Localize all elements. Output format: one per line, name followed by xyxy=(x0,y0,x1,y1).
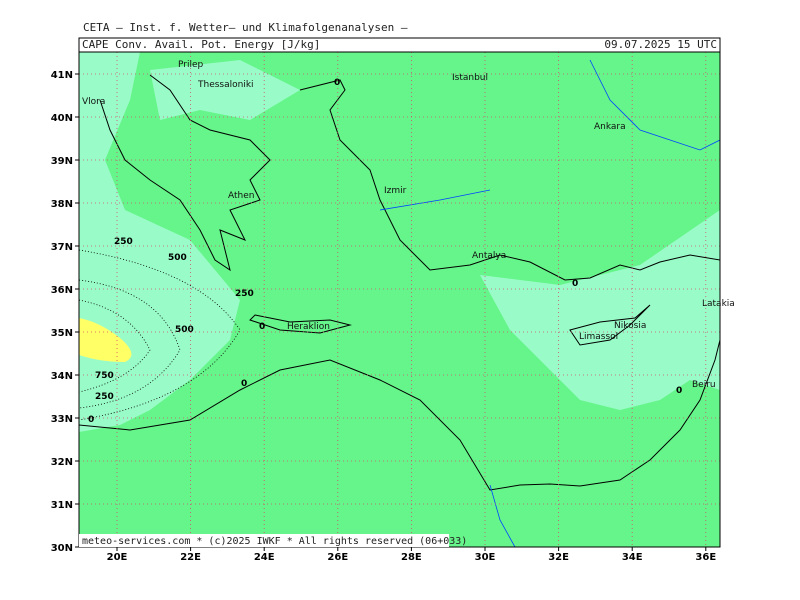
lat-label: 40N xyxy=(51,113,73,124)
lon-label: 36E xyxy=(695,552,716,563)
place: Heraklion xyxy=(287,322,330,332)
lon-label: 28E xyxy=(401,552,422,563)
place: Nikosia xyxy=(614,321,646,331)
contour-label: 750 xyxy=(95,371,114,381)
contour-label: 250 xyxy=(114,237,133,247)
lon-label: 26E xyxy=(327,552,348,563)
footer: meteo-services.com * (c)2025 IWKF * All … xyxy=(82,536,467,547)
lon-label: 22E xyxy=(180,552,201,563)
place: Vlora xyxy=(82,97,105,107)
institute: CETA – Inst. f. Wetter– und Klimafolgena… xyxy=(83,21,408,34)
coastlines xyxy=(79,74,720,491)
place: Limassol xyxy=(579,332,618,342)
place: Beiru xyxy=(692,380,716,390)
lat-label: 32N xyxy=(51,457,73,468)
contours xyxy=(79,249,241,421)
contour-label: 0 xyxy=(334,78,340,88)
place: Ankara xyxy=(594,122,626,132)
lat-label: 33N xyxy=(51,414,73,425)
cape-band xyxy=(150,60,300,120)
cape-band xyxy=(480,210,720,410)
datetime: 09.07.2025 15 UTC xyxy=(604,38,717,51)
lon-label: 20E xyxy=(107,552,128,563)
contour-label: 250 xyxy=(235,289,254,299)
lat-label: 35N xyxy=(51,328,73,339)
lon-label: 34E xyxy=(622,552,643,563)
contour-label: 500 xyxy=(168,253,187,263)
cape-high xyxy=(79,318,132,362)
place: Prilep xyxy=(178,60,204,70)
place: Athen xyxy=(228,191,254,201)
map-area xyxy=(79,52,720,547)
rivers xyxy=(379,59,720,547)
contour-label: 0 xyxy=(241,379,247,389)
place: Latakia xyxy=(702,299,735,309)
parameter: CAPE Conv. Avail. Pot. Energy [J/kg] xyxy=(82,38,320,51)
contour-labels: 250 500 250 0 500 750 250 0 0 0 0 0 xyxy=(88,78,682,425)
footer-box xyxy=(79,534,449,547)
place: Izmir xyxy=(384,186,407,196)
places: Prilep Thessaloniki Vlora Istanbul Ankar… xyxy=(82,60,735,390)
cape-band xyxy=(79,52,240,432)
lat-label: 31N xyxy=(51,500,73,511)
lat-label: 38N xyxy=(51,199,73,210)
contour-label: 250 xyxy=(95,392,114,402)
contour-label: 0 xyxy=(259,322,265,332)
lon-label: 32E xyxy=(548,552,569,563)
place: Antalya xyxy=(472,251,506,261)
contour-label: 0 xyxy=(88,415,94,425)
contour-label: 0 xyxy=(676,386,682,396)
contour-label: 0 xyxy=(572,279,578,289)
lon-label: 30E xyxy=(475,552,496,563)
lat-label: 36N xyxy=(51,285,73,296)
lat-label: 30N xyxy=(51,543,73,554)
lon-label: 24E xyxy=(254,552,275,563)
lat-label: 37N xyxy=(51,242,73,253)
lat-label: 39N xyxy=(51,156,73,167)
lat-label: 41N xyxy=(51,70,73,81)
place: Istanbul xyxy=(452,73,488,83)
place: Thessaloniki xyxy=(197,80,254,90)
contour-label: 500 xyxy=(175,325,194,335)
lat-label: 34N xyxy=(51,371,73,382)
